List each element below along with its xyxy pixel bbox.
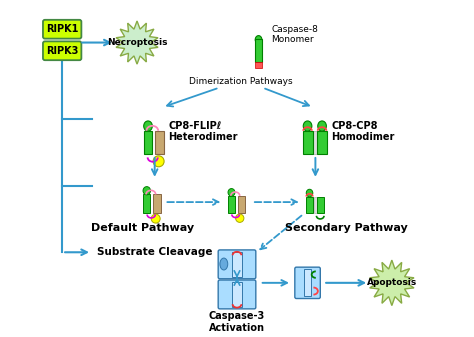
- Bar: [304, 269, 311, 296]
- FancyBboxPatch shape: [295, 267, 320, 299]
- Text: RIPK1: RIPK1: [46, 24, 78, 34]
- FancyBboxPatch shape: [218, 250, 256, 279]
- Text: Secondary Pathway: Secondary Pathway: [285, 223, 408, 233]
- Bar: [303, 131, 313, 154]
- Ellipse shape: [318, 121, 327, 131]
- FancyBboxPatch shape: [43, 41, 82, 60]
- Bar: [143, 194, 150, 213]
- Bar: [318, 131, 327, 154]
- Ellipse shape: [228, 189, 235, 196]
- Text: Substrate Cleavage: Substrate Cleavage: [97, 247, 212, 257]
- FancyBboxPatch shape: [43, 20, 82, 39]
- Bar: [232, 252, 242, 277]
- Text: Dimerization Pathways: Dimerization Pathways: [189, 77, 293, 86]
- Bar: [154, 194, 161, 213]
- Text: CP8-CP8
Homodimer: CP8-CP8 Homodimer: [331, 121, 394, 142]
- Polygon shape: [116, 21, 158, 64]
- Text: Default Pathway: Default Pathway: [91, 223, 194, 233]
- FancyBboxPatch shape: [218, 280, 256, 309]
- Text: Apoptosis: Apoptosis: [367, 278, 417, 287]
- Bar: [144, 131, 152, 154]
- Bar: [314, 196, 317, 213]
- Text: RIPK3: RIPK3: [46, 46, 78, 56]
- Bar: [313, 131, 318, 154]
- Ellipse shape: [143, 187, 150, 195]
- Ellipse shape: [306, 189, 313, 197]
- Polygon shape: [370, 260, 414, 306]
- Ellipse shape: [236, 214, 244, 222]
- Ellipse shape: [220, 258, 228, 270]
- Bar: [228, 196, 235, 213]
- Text: CP8-FLIPℓ
Heterodimer: CP8-FLIPℓ Heterodimer: [168, 121, 238, 142]
- Bar: [255, 62, 262, 68]
- Ellipse shape: [255, 36, 262, 44]
- Text: Necroptosis: Necroptosis: [107, 38, 167, 47]
- Bar: [255, 39, 262, 62]
- Bar: [232, 282, 242, 307]
- Ellipse shape: [153, 156, 164, 167]
- Text: Caspase-8
Monomer: Caspase-8 Monomer: [272, 25, 319, 44]
- Bar: [317, 196, 324, 213]
- Bar: [306, 196, 313, 213]
- Ellipse shape: [144, 121, 152, 131]
- Bar: [237, 196, 245, 213]
- Ellipse shape: [151, 214, 160, 223]
- Bar: [155, 131, 164, 154]
- Ellipse shape: [303, 121, 312, 131]
- Text: Caspase-3
Activation: Caspase-3 Activation: [209, 311, 265, 333]
